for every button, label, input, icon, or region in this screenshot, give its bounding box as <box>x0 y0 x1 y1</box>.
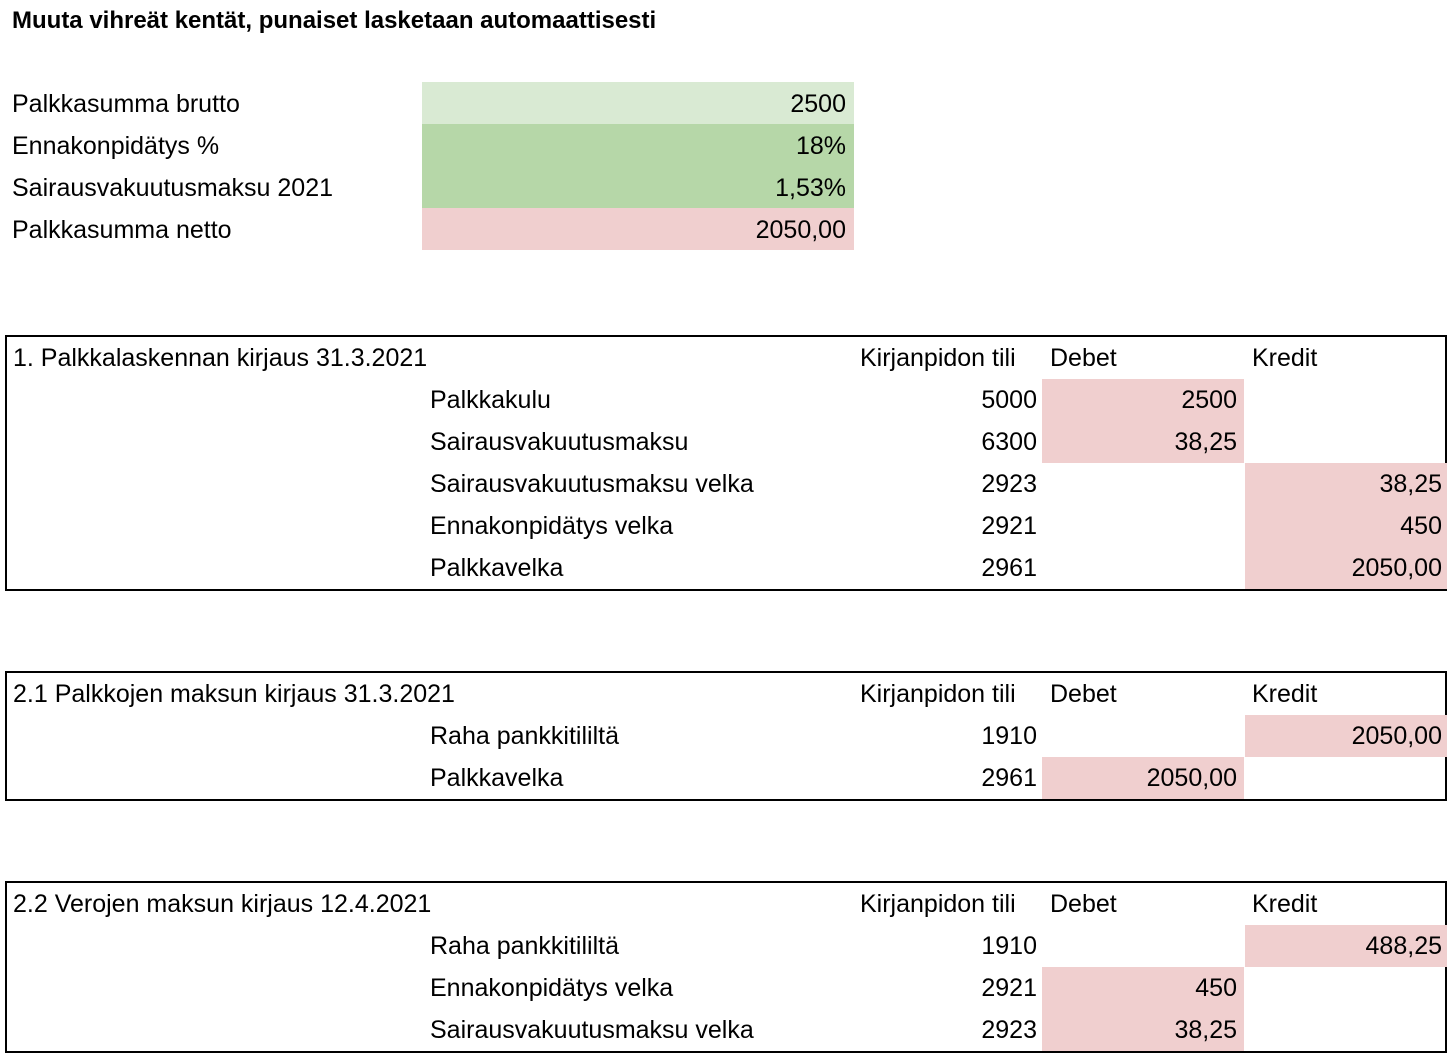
ledger-header-row: 2.2 Verojen maksun kirjaus 12.4.2021 Kir… <box>7 883 1445 925</box>
ledger-entry-row: Sairausvakuutusmaksu velka 2923 38,25 <box>7 463 1447 505</box>
entry-label: Raha pankkitililtä <box>430 722 619 750</box>
salary-calculator: Palkkasumma brutto 2500 Ennakonpidätys %… <box>0 82 860 250</box>
entry-debit: 2050,00 <box>1042 757 1244 799</box>
entry-credit <box>1245 757 1447 799</box>
entry-account: 2923 <box>981 1016 1037 1044</box>
ledger-entry-row: Raha pankkitililtä 1910 488,25 <box>7 925 1447 967</box>
ledger-entry-row: Ennakonpidätys velka 2921 450 <box>7 967 1445 1009</box>
health-insurance-percent-input[interactable]: 1,53% <box>422 166 854 208</box>
entry-label: Sairausvakuutusmaksu velka <box>430 1016 754 1044</box>
gross-salary-row: Palkkasumma brutto 2500 <box>0 82 860 124</box>
entry-label: Sairausvakuutusmaksu velka <box>430 470 754 498</box>
entry-account: 2923 <box>981 470 1037 498</box>
credit-column-header: Kredit <box>1252 680 1318 708</box>
entry-label: Palkkavelka <box>430 764 564 792</box>
entry-debit <box>1042 925 1244 967</box>
ledger-entry-row: Sairausvakuutusmaksu 6300 38,25 <box>7 421 1445 463</box>
entry-label: Palkkavelka <box>430 554 564 582</box>
entry-credit <box>1245 421 1447 463</box>
entry-label: Palkkakulu <box>430 386 551 414</box>
ledger-entry-row: Sairausvakuutusmaksu velka 2923 38,25 <box>7 1009 1445 1051</box>
section-title: 1. Palkkalaskennan kirjaus 31.3.2021 <box>13 344 428 372</box>
entry-account: 1910 <box>981 932 1037 960</box>
withholding-row: Ennakonpidätys % 18% <box>0 124 860 166</box>
debit-column-header: Debet <box>1050 890 1117 918</box>
net-salary-value: 2050,00 <box>422 208 854 250</box>
health-insurance-label: Sairausvakuutusmaksu 2021 <box>12 174 334 202</box>
credit-column-header: Kredit <box>1252 890 1318 918</box>
entry-credit: 488,25 <box>1245 925 1447 967</box>
account-column-header: Kirjanpidon tili <box>860 890 1016 918</box>
ledger-entry-row: Palkkavelka 2961 2050,00 <box>7 547 1447 589</box>
ledger-section-tax-payment: 2.2 Verojen maksun kirjaus 12.4.2021 Kir… <box>5 881 1447 1053</box>
section-title: 2.2 Verojen maksun kirjaus 12.4.2021 <box>13 890 432 918</box>
withholding-label: Ennakonpidätys % <box>12 132 220 160</box>
entry-debit: 450 <box>1042 967 1244 1009</box>
entry-account: 2961 <box>981 554 1037 582</box>
entry-account: 2921 <box>981 974 1037 1002</box>
credit-column-header: Kredit <box>1252 344 1318 372</box>
sheet-instruction: Muuta vihreät kentät, punaiset lasketaan… <box>12 7 657 34</box>
gross-salary-label: Palkkasumma brutto <box>12 90 240 118</box>
entry-account: 5000 <box>981 386 1037 414</box>
ledger-entry-row: Palkkakulu 5000 2500 <box>7 379 1445 421</box>
gross-salary-input[interactable]: 2500 <box>422 82 854 124</box>
entry-account: 6300 <box>981 428 1037 456</box>
entry-credit <box>1245 967 1447 1009</box>
entry-credit: 2050,00 <box>1245 715 1447 757</box>
ledger-entry-row: Palkkavelka 2961 2050,00 <box>7 757 1445 799</box>
withholding-percent-input[interactable]: 18% <box>422 124 854 166</box>
ledger-header-row: 2.1 Palkkojen maksun kirjaus 31.3.2021 K… <box>7 673 1445 715</box>
entry-credit: 38,25 <box>1245 463 1447 505</box>
entry-label: Sairausvakuutusmaksu <box>430 428 689 456</box>
entry-account: 2921 <box>981 512 1037 540</box>
entry-credit <box>1245 379 1447 421</box>
entry-credit: 450 <box>1245 505 1447 547</box>
entry-debit <box>1042 715 1244 757</box>
entry-debit <box>1042 463 1244 505</box>
net-salary-label: Palkkasumma netto <box>12 216 232 244</box>
net-salary-row: Palkkasumma netto 2050,00 <box>0 208 860 250</box>
ledger-section-salary-payment: 2.1 Palkkojen maksun kirjaus 31.3.2021 K… <box>5 671 1447 801</box>
entry-debit <box>1042 505 1244 547</box>
debit-column-header: Debet <box>1050 344 1117 372</box>
debit-column-header: Debet <box>1050 680 1117 708</box>
entry-debit: 2500 <box>1042 379 1244 421</box>
entry-label: Ennakonpidätys velka <box>430 974 674 1002</box>
ledger-entry-row: Raha pankkitililtä 1910 2050,00 <box>7 715 1447 757</box>
account-column-header: Kirjanpidon tili <box>860 344 1016 372</box>
entry-credit <box>1245 1009 1447 1051</box>
ledger-entry-row: Ennakonpidätys velka 2921 450 <box>7 505 1447 547</box>
section-title: 2.1 Palkkojen maksun kirjaus 31.3.2021 <box>13 680 455 708</box>
entry-label: Ennakonpidätys velka <box>430 512 674 540</box>
entry-label: Raha pankkitililtä <box>430 932 619 960</box>
entry-account: 2961 <box>981 764 1037 792</box>
entry-debit: 38,25 <box>1042 421 1244 463</box>
ledger-section-payroll: 1. Palkkalaskennan kirjaus 31.3.2021 Kir… <box>5 335 1447 591</box>
health-insurance-row: Sairausvakuutusmaksu 2021 1,53% <box>0 166 860 208</box>
account-column-header: Kirjanpidon tili <box>860 680 1016 708</box>
entry-debit: 38,25 <box>1042 1009 1244 1051</box>
ledger-header-row: 1. Palkkalaskennan kirjaus 31.3.2021 Kir… <box>7 337 1445 379</box>
entry-account: 1910 <box>981 722 1037 750</box>
entry-debit <box>1042 547 1244 589</box>
entry-credit: 2050,00 <box>1245 547 1447 589</box>
